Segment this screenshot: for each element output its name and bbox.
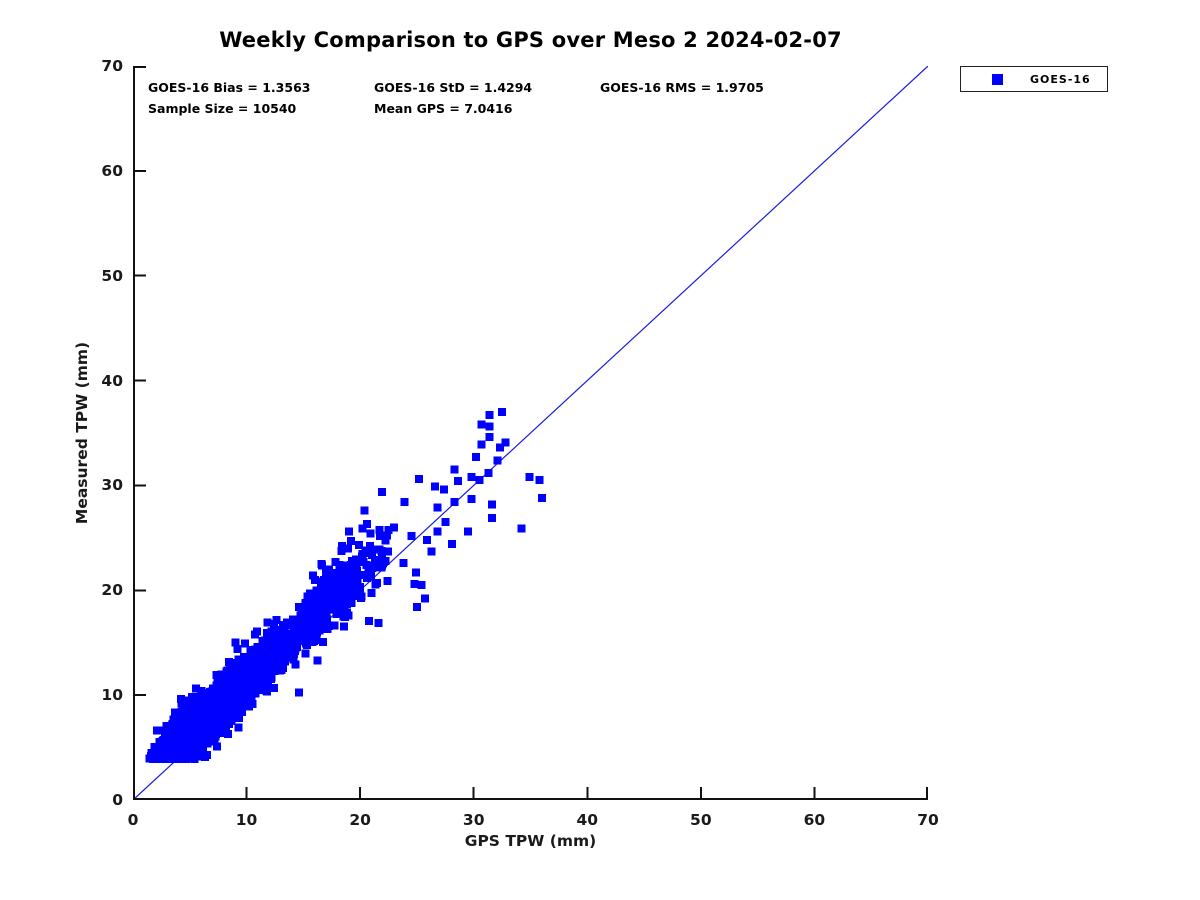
- stat-annotation: GOES-16 Bias = 1.3563: [148, 80, 311, 95]
- plot-area: [133, 66, 928, 800]
- y-tick-label: 20: [101, 581, 123, 600]
- y-tick-label: 10: [101, 686, 123, 705]
- y-tick-label: 70: [101, 57, 123, 75]
- stat-annotation: Sample Size = 10540: [148, 101, 297, 116]
- y-tick-label: 0: [112, 791, 123, 809]
- x-tick-label: 0: [127, 811, 139, 829]
- y-tick-label: 40: [101, 371, 123, 390]
- y-axis-label: Measured TPW (mm): [73, 341, 91, 525]
- axis-spines-and-ticks: [133, 66, 928, 800]
- y-tick-label: 30: [101, 476, 123, 495]
- scatter-points: [145, 408, 546, 764]
- legend-marker-square: [992, 73, 1003, 85]
- x-tick-label: 10: [235, 811, 258, 829]
- scatter-plot: [133, 66, 928, 800]
- stat-annotation: GOES-16 StD = 1.4294: [374, 80, 533, 95]
- chart-title: Weekly Comparison to GPS over Meso 2 202…: [219, 28, 842, 52]
- x-axis-label: GPS TPW (mm): [464, 832, 597, 850]
- x-tick-label: 50: [690, 811, 712, 829]
- y-tick-label: 50: [101, 266, 123, 285]
- legend-box: GOES-16: [960, 66, 1108, 92]
- x-tick-label: 60: [803, 811, 826, 829]
- x-tick-label: 40: [576, 811, 599, 829]
- y-tick-label: 60: [101, 161, 123, 180]
- x-tick-label: 70: [917, 811, 939, 829]
- legend-entry-label: GOES-16: [1030, 72, 1091, 86]
- x-tick-label: 20: [349, 811, 371, 829]
- stat-annotation: Mean GPS = 7.0416: [374, 101, 513, 116]
- stat-annotation: GOES-16 RMS = 1.9705: [600, 80, 764, 95]
- x-tick-label: 30: [462, 811, 485, 829]
